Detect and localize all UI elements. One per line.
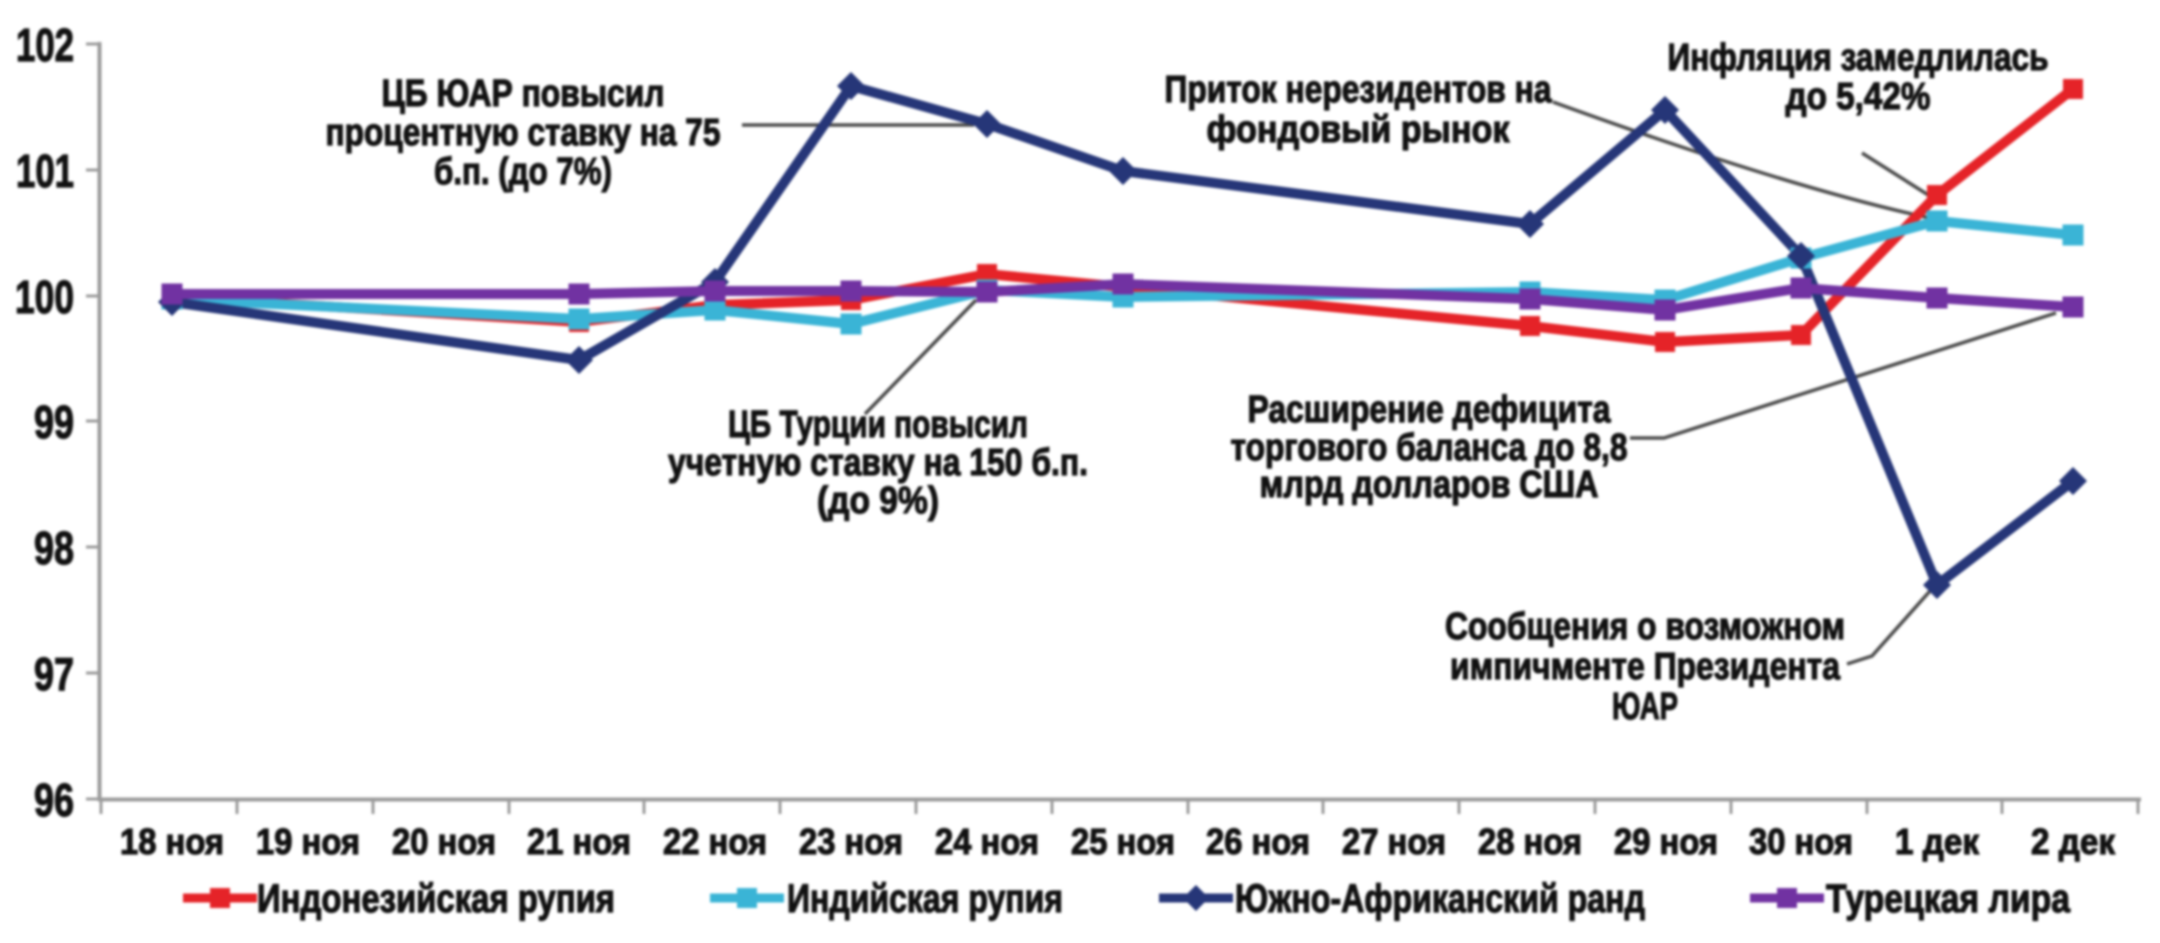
svg-text:21 ноя: 21 ноя [527,821,631,862]
svg-text:(до 9%): (до 9%) [817,480,939,522]
svg-text:23 ноя: 23 ноя [799,821,903,862]
svg-text:98: 98 [34,522,74,574]
svg-text:фондовый рынок: фондовый рынок [1207,109,1511,151]
svg-text:102: 102 [16,19,74,71]
svg-text:импичменте Президента: импичменте Президента [1450,646,1841,688]
svg-text:Инфляция замедлилась: Инфляция замедлилась [1668,37,2049,79]
svg-text:учетную ставку на 150 б.п.: учетную ставку на 150 б.п. [668,442,1088,484]
svg-text:1 дек: 1 дек [1895,821,1980,862]
svg-text:22 ноя: 22 ноя [663,821,767,862]
svg-text:ЦБ Турции повысил: ЦБ Турции повысил [728,404,1028,446]
svg-text:100: 100 [15,271,74,323]
svg-text:Индийская рупия: Индийская рупия [787,877,1063,921]
svg-text:30 ноя: 30 ноя [1749,821,1853,862]
svg-text:18 ноя: 18 ноя [120,821,224,862]
svg-text:торгового баланса до 8,8: торгового баланса до 8,8 [1231,427,1628,469]
svg-text:96: 96 [34,774,74,826]
svg-text:Южно-Африканский ранд: Южно-Африканский ранд [1235,877,1645,921]
svg-text:процентную ставку на 75: процентную ставку на 75 [326,112,721,154]
svg-text:до 5,42%: до 5,42% [1786,76,1931,118]
svg-text:млрд долларов США: млрд долларов США [1260,464,1599,506]
svg-text:ЮАР: ЮАР [1612,686,1678,728]
svg-text:Расширение дефицита: Расширение дефицита [1248,389,1612,431]
svg-text:20 ноя: 20 ноя [392,821,496,862]
svg-text:26 ноя: 26 ноя [1206,821,1310,862]
svg-text:19 ноя: 19 ноя [256,821,360,862]
svg-text:27 ноя: 27 ноя [1342,821,1446,862]
svg-text:Турецкая лира: Турецкая лира [1826,877,2071,921]
svg-text:24 ноя: 24 ноя [935,821,1039,862]
svg-text:29 ноя: 29 ноя [1614,821,1718,862]
svg-text:28 ноя: 28 ноя [1478,821,1582,862]
svg-text:б.п. (до 7%): б.п. (до 7%) [434,151,612,193]
svg-text:2 дек: 2 дек [2031,821,2116,862]
svg-text:Индонезийская рупия: Индонезийская рупия [257,877,615,921]
svg-text:99: 99 [34,396,74,448]
svg-text:Сообщения о возможном: Сообщения о возможном [1445,606,1845,648]
svg-text:25 ноя: 25 ноя [1071,821,1175,862]
svg-text:97: 97 [34,648,74,700]
svg-text:ЦБ ЮАР повысил: ЦБ ЮАР повысил [382,73,665,115]
svg-text:Приток нерезидентов на: Приток нерезидентов на [1165,69,1553,111]
svg-text:101: 101 [16,145,74,197]
